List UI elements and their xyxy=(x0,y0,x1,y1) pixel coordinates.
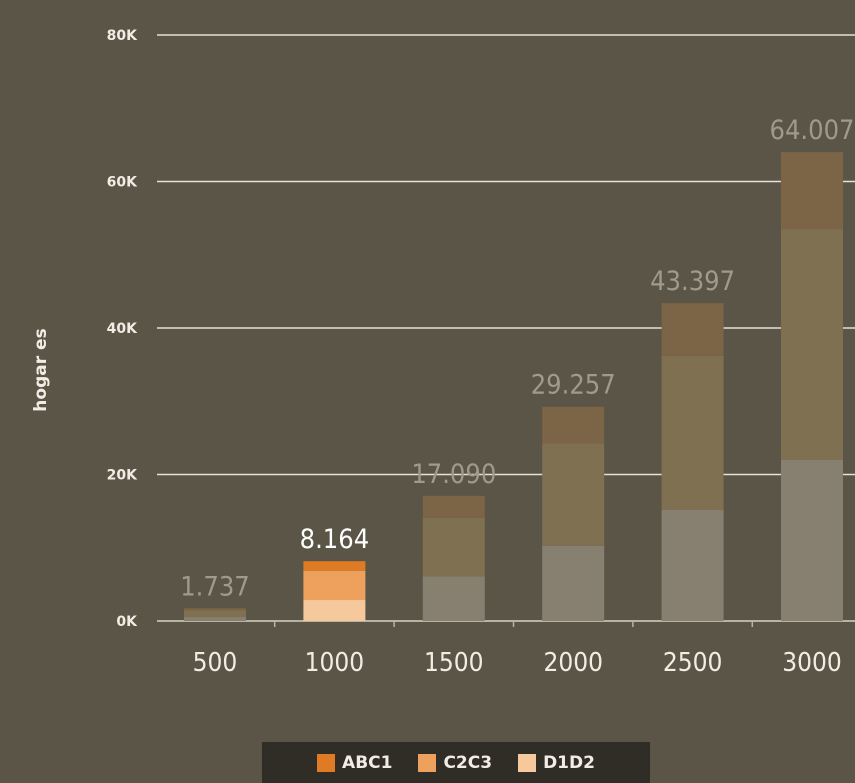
legend-swatch-c2c3 xyxy=(418,753,437,772)
y-tick-label: 80K xyxy=(107,28,138,44)
legend-item-abc1: ABC1 xyxy=(317,753,392,773)
x-tick-label: 2000 xyxy=(543,648,603,678)
legend-item-d1d2: D1D2 xyxy=(518,753,595,773)
y-axis-label: hogar es xyxy=(31,328,51,411)
bar-segment-c2c3 xyxy=(303,570,366,601)
x-tick-label: 3000 xyxy=(782,648,842,678)
bar-segment-c2c3 xyxy=(184,610,246,618)
x-axis: 500 1000 1500 2000 2500 3000 xyxy=(193,621,842,678)
legend: ABC1 C2C3 D1D2 xyxy=(262,742,650,783)
bar-segment-d1d2 xyxy=(661,509,724,621)
bar-segment-c2c3 xyxy=(781,229,843,460)
x-tick-label: 1000 xyxy=(305,648,365,678)
x-tick-label: 2500 xyxy=(663,648,723,678)
bar-segment-abc1 xyxy=(661,303,724,356)
y-tick-label: 40K xyxy=(107,321,138,337)
bar-segment-abc1 xyxy=(422,495,485,518)
y-tick-label: 60K xyxy=(107,175,138,191)
bar-segment-d1d2 xyxy=(303,600,366,621)
bar-segment-d1d2 xyxy=(781,459,843,621)
bar-segment-d1d2 xyxy=(184,617,246,621)
legend-label-c2c3: C2C3 xyxy=(443,752,493,773)
bar-segment-abc1 xyxy=(542,406,605,444)
bar-segment-d1d2 xyxy=(422,576,485,621)
bar-total-label: 1.737 xyxy=(180,571,250,602)
bar-total-label: 43.397 xyxy=(650,266,735,297)
y-axis: 0K 20K 40K 60K 80K xyxy=(107,28,138,630)
x-tick-label: 1500 xyxy=(424,648,484,678)
bar-segment-abc1 xyxy=(184,608,246,611)
gridlines xyxy=(157,34,855,622)
y-tick-label: 0K xyxy=(116,614,138,630)
legend-label-d1d2: D1D2 xyxy=(543,752,595,773)
legend-swatch-d1d2 xyxy=(518,753,537,772)
y-tick-label: 20K xyxy=(107,468,138,484)
legend-swatch-abc1 xyxy=(317,753,336,772)
bar-segment-abc1 xyxy=(303,561,366,571)
bar-total-label: 64.007 xyxy=(770,115,855,146)
bar-total-label: 8.164 xyxy=(300,524,370,555)
bar-total-label: 17.090 xyxy=(411,459,496,490)
bar-segment-d1d2 xyxy=(542,545,605,621)
bar-segment-abc1 xyxy=(781,152,843,230)
bar-segment-c2c3 xyxy=(661,355,724,510)
bar-segment-c2c3 xyxy=(542,443,605,546)
bar-segment-c2c3 xyxy=(422,517,485,577)
legend-item-c2c3: C2C3 xyxy=(418,753,492,773)
x-tick-label: 500 xyxy=(193,648,238,678)
bar-total-label: 29.257 xyxy=(531,370,616,401)
legend-label-abc1: ABC1 xyxy=(342,752,393,773)
bars: 1.737 8.164 17.090 29.257 43.397 64.007 xyxy=(180,115,854,621)
